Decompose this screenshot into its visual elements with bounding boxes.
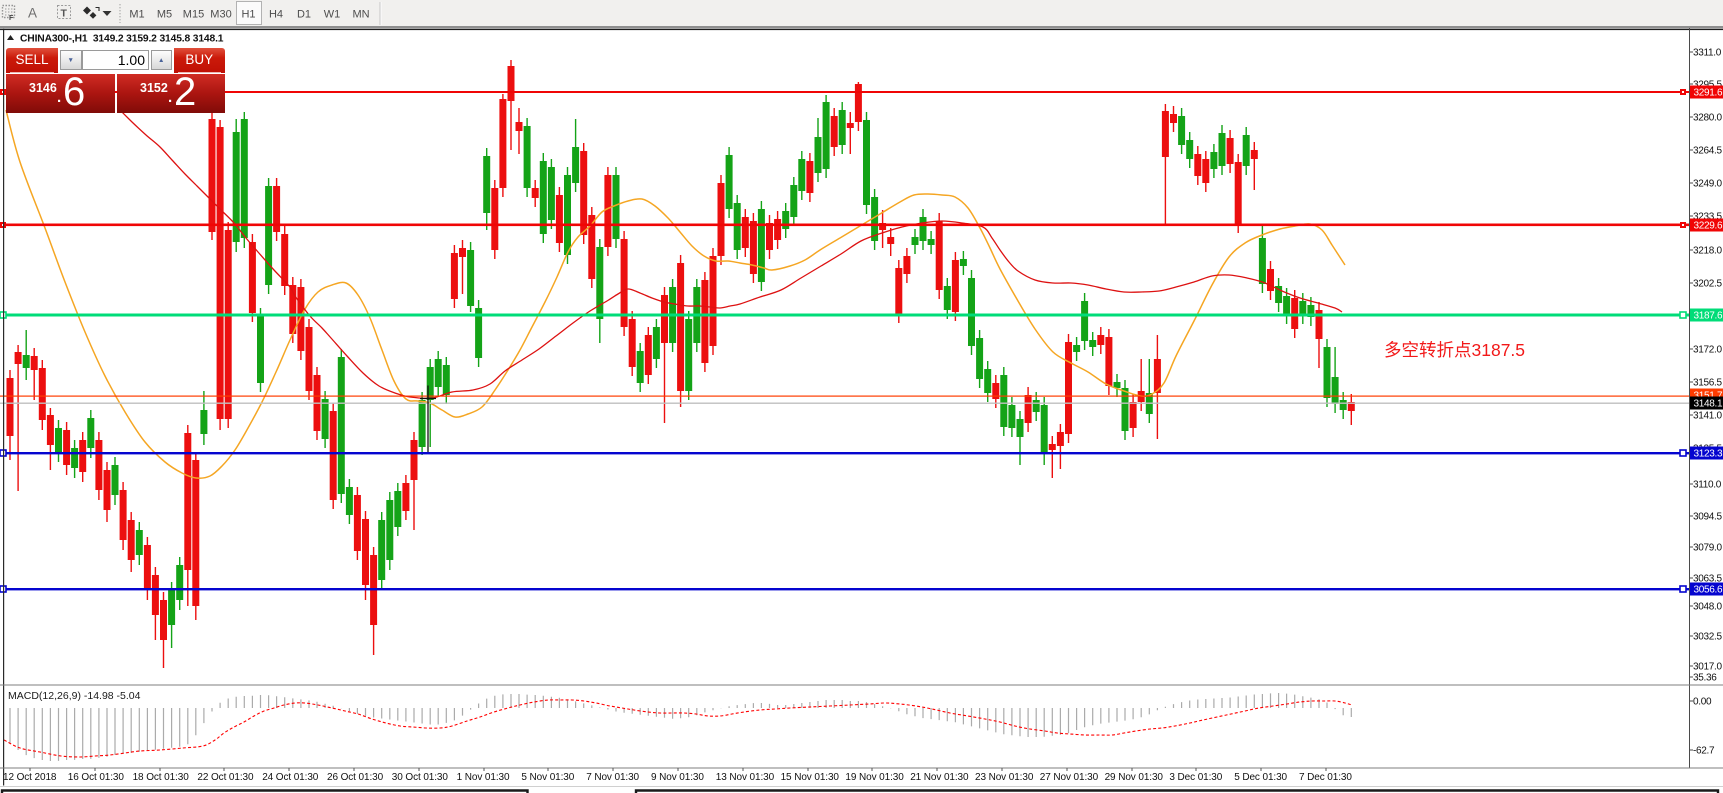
svg-text:12 Oct 2018: 12 Oct 2018 [3,772,57,783]
svg-text:3032.5: 3032.5 [1693,632,1723,643]
svg-text:3172.0: 3172.0 [1693,345,1723,356]
svg-text:3048.0: 3048.0 [1693,602,1723,613]
svg-text:22 Oct 01:30: 22 Oct 01:30 [197,772,254,783]
svg-text:3056.6: 3056.6 [1694,585,1723,596]
svg-text:3156.5: 3156.5 [1693,378,1723,389]
svg-text:9 Nov 01:30: 9 Nov 01:30 [651,772,704,783]
svg-text:3148.1: 3148.1 [1694,399,1723,410]
svg-text:M5: M5 [157,9,172,21]
svg-text:3094.5: 3094.5 [1693,512,1723,523]
svg-text:3187.6: 3187.6 [1694,311,1723,322]
svg-text:多空转折点3187.5: 多空转折点3187.5 [1384,340,1525,360]
svg-text:21 Nov 01:30: 21 Nov 01:30 [910,772,969,783]
svg-text:29 Nov 01:30: 29 Nov 01:30 [1105,772,1164,783]
svg-text:3141.0: 3141.0 [1693,411,1723,422]
svg-text:27 Nov 01:30: 27 Nov 01:30 [1040,772,1099,783]
svg-text:3233.5: 3233.5 [1693,212,1723,223]
svg-text:35.36: 35.36 [1693,673,1717,684]
svg-text:7 Nov 01:30: 7 Nov 01:30 [586,772,639,783]
svg-text:MN: MN [352,9,369,21]
svg-text:5 Nov 01:30: 5 Nov 01:30 [521,772,574,783]
svg-text:3123.3: 3123.3 [1694,449,1723,460]
svg-text:16 Oct 01:30: 16 Oct 01:30 [68,772,125,783]
svg-text:13 Nov 01:30: 13 Nov 01:30 [716,772,775,783]
svg-text:A: A [28,6,37,21]
svg-text:W1: W1 [324,9,341,21]
svg-text:1 Nov 01:30: 1 Nov 01:30 [457,772,510,783]
svg-text:M15: M15 [183,9,204,21]
svg-text:T: T [61,8,68,20]
svg-text:3280.0: 3280.0 [1693,113,1723,124]
svg-text:0.00: 0.00 [1693,697,1712,708]
svg-text:-62.7: -62.7 [1693,746,1715,757]
svg-text:18 Oct 01:30: 18 Oct 01:30 [133,772,190,783]
svg-text:M30: M30 [210,9,231,21]
svg-text:23 Nov 01:30: 23 Nov 01:30 [975,772,1034,783]
svg-text:3218.0: 3218.0 [1693,246,1723,257]
svg-text:3 Dec 01:30: 3 Dec 01:30 [1169,772,1222,783]
svg-text:24 Oct 01:30: 24 Oct 01:30 [262,772,319,783]
svg-text:5 Dec 01:30: 5 Dec 01:30 [1234,772,1287,783]
svg-text:30 Oct 01:30: 30 Oct 01:30 [392,772,449,783]
svg-text:3079.0: 3079.0 [1693,543,1723,554]
svg-text:3295.5: 3295.5 [1693,80,1723,91]
svg-text:15 Nov 01:30: 15 Nov 01:30 [781,772,840,783]
svg-text:F: F [9,15,14,22]
svg-text:D1: D1 [297,9,311,21]
svg-text:3249.0: 3249.0 [1693,179,1723,190]
svg-text:H1: H1 [241,9,255,21]
svg-text:3264.5: 3264.5 [1693,146,1723,157]
svg-text:19 Nov 01:30: 19 Nov 01:30 [845,772,904,783]
svg-text:MACD(12,26,9) -14.98 -5.04: MACD(12,26,9) -14.98 -5.04 [8,690,141,702]
svg-text:M1: M1 [129,9,144,21]
svg-text:3063.5: 3063.5 [1693,574,1723,585]
svg-text:3017.0: 3017.0 [1693,662,1723,673]
svg-text:3151.7: 3151.7 [1694,391,1723,402]
svg-text:26 Oct 01:30: 26 Oct 01:30 [327,772,384,783]
svg-text:H4: H4 [269,9,283,21]
svg-text:3311.0: 3311.0 [1693,48,1722,59]
svg-text:3291.6: 3291.6 [1694,88,1723,99]
svg-text:3202.5: 3202.5 [1693,279,1723,290]
svg-text:3229.6: 3229.6 [1694,221,1723,232]
svg-text:CHINA300-,H1 3149.2 3159.2 31: CHINA300-,H1 3149.2 3159.2 3145.8 3148.1 [20,34,224,45]
svg-text:7 Dec 01:30: 7 Dec 01:30 [1299,772,1352,783]
svg-text:3110.0: 3110.0 [1693,480,1722,491]
